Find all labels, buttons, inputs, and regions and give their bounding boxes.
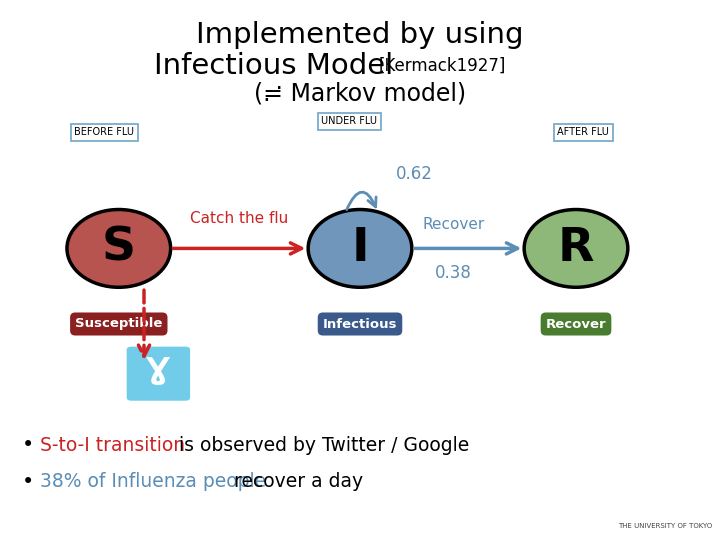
Circle shape — [524, 210, 628, 287]
FancyBboxPatch shape — [125, 346, 191, 402]
Text: is observed by Twitter / Google: is observed by Twitter / Google — [173, 436, 469, 455]
Text: Catch the flu: Catch the flu — [190, 211, 289, 226]
Text: [Kermack1927]: [Kermack1927] — [379, 57, 506, 75]
Text: Implemented by using: Implemented by using — [197, 21, 523, 49]
Text: UNDER FLU: UNDER FLU — [321, 117, 377, 126]
Text: S: S — [102, 226, 136, 271]
Circle shape — [308, 210, 412, 287]
Text: Recover: Recover — [423, 217, 485, 232]
Text: THE UNIVERSITY OF TOKYO: THE UNIVERSITY OF TOKYO — [618, 523, 713, 530]
Text: BEFORE FLU: BEFORE FLU — [74, 127, 135, 137]
Text: AFTER FLU: AFTER FLU — [557, 127, 609, 137]
Text: •: • — [22, 435, 34, 456]
Text: S-to-I transition: S-to-I transition — [40, 436, 185, 455]
FancyArrowPatch shape — [347, 192, 376, 210]
Text: I: I — [351, 226, 369, 271]
Text: Recover: Recover — [546, 318, 606, 330]
Text: Infectious: Infectious — [323, 318, 397, 330]
Text: Susceptible: Susceptible — [75, 318, 163, 330]
Text: recover a day: recover a day — [228, 472, 364, 491]
Text: R: R — [558, 226, 594, 271]
Text: 0.38: 0.38 — [435, 264, 472, 282]
Text: Infectious Model: Infectious Model — [154, 52, 393, 80]
Text: (≓ Markov model): (≓ Markov model) — [254, 82, 466, 106]
Text: •: • — [22, 471, 34, 492]
Circle shape — [67, 210, 171, 287]
Text: Ɣ: Ɣ — [146, 356, 171, 386]
Text: 0.62: 0.62 — [395, 165, 433, 184]
Text: 38% of Influenza people: 38% of Influenza people — [40, 472, 266, 491]
